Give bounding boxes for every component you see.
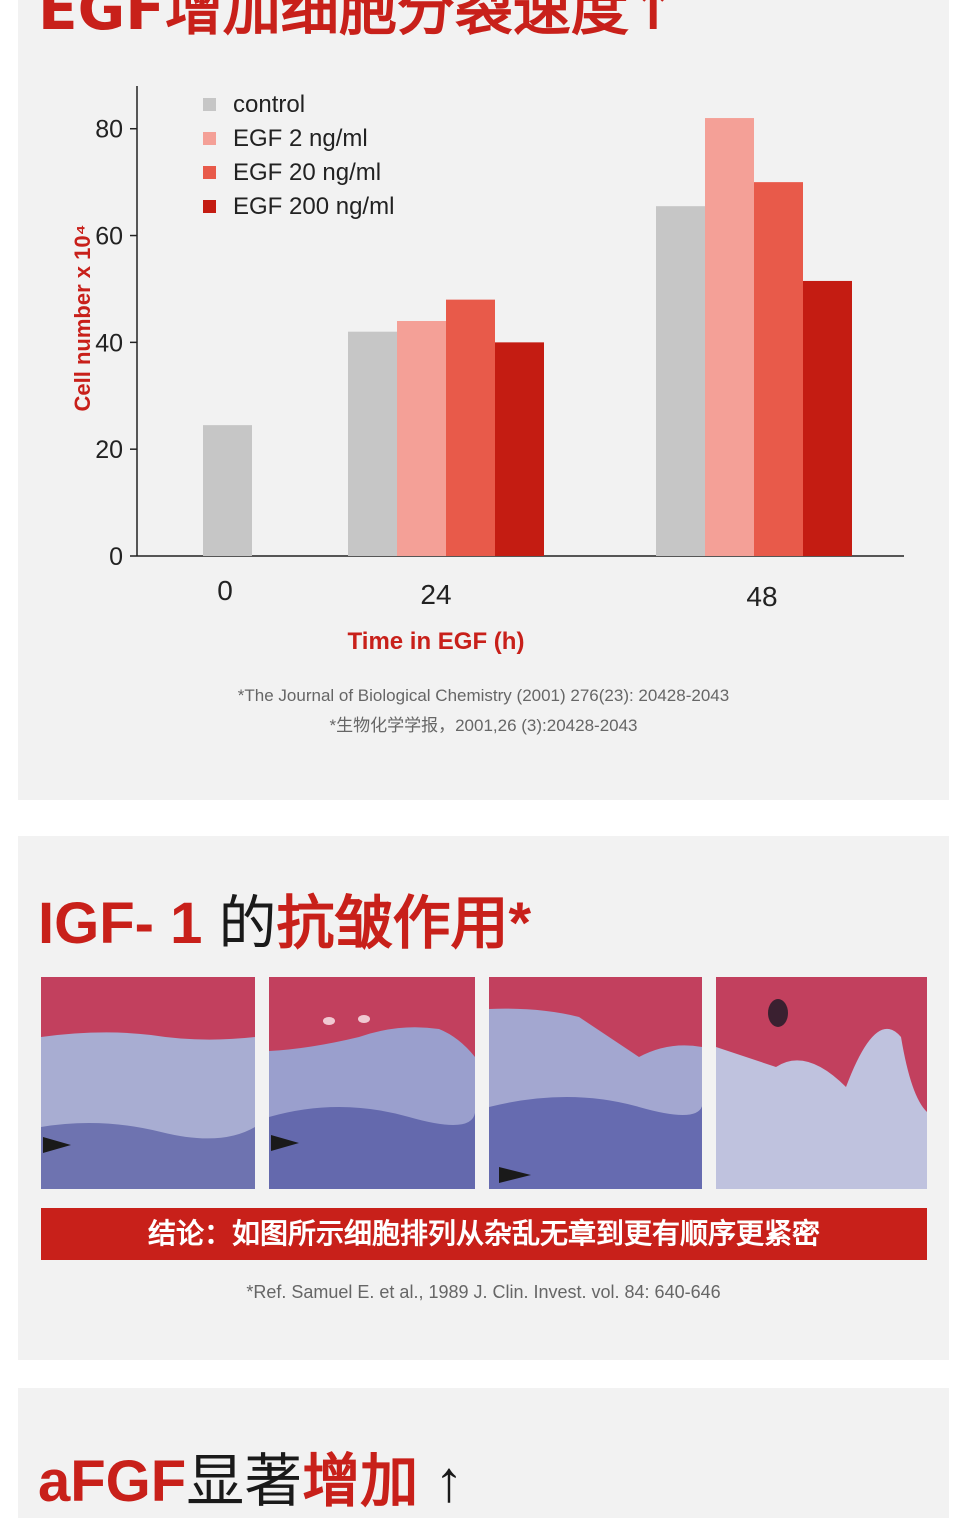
igf-title-part1: IGF- 1 xyxy=(38,891,203,956)
egf-chart-panel: EGF增加细胞分裂速度↑ 0 20 40 60 80 0 24 48 Time in EGF (… xyxy=(18,0,949,800)
y-axis-label: Cell number x 10⁴ xyxy=(70,225,95,412)
igf-panel: IGF- 1 的抗皱作用* xyxy=(18,836,949,1360)
x-tick-label: 0 xyxy=(217,575,233,606)
chart-legend: control EGF 2 ng/ml EGF 20 ng/ml EGF 200 ng… xyxy=(203,91,394,220)
igf-title-part3: 抗皱作用* xyxy=(276,891,532,956)
igf-section-title: IGF- 1 的抗皱作用* xyxy=(38,876,531,960)
conclusion-banner: 结论：如图所示细胞排列从杂乱无章到更有顺序更紧密 xyxy=(41,1208,927,1260)
bar xyxy=(397,321,446,556)
arrow-icon xyxy=(271,1135,299,1151)
bar xyxy=(348,331,397,556)
legend-label: EGF 200 ng/ml xyxy=(233,193,394,220)
bar xyxy=(803,280,852,556)
histology-image-2 xyxy=(269,977,475,1189)
y-tick-label: 20 xyxy=(95,436,123,464)
bar xyxy=(754,182,803,557)
legend-swatch xyxy=(203,200,216,213)
afgf-panel: aFGF显著增加 ↑ xyxy=(18,1388,949,1518)
arrow-icon xyxy=(499,1167,531,1183)
x-tick-label: 48 xyxy=(746,581,777,612)
y-tick-label: 40 xyxy=(95,329,123,357)
bar xyxy=(203,425,252,556)
y-tick-label: 60 xyxy=(95,223,123,251)
legend-label: EGF 2 ng/ml xyxy=(233,125,368,152)
x-axis-label: Time in EGF (h) xyxy=(348,628,525,655)
citation-line-1: *The Journal of Biological Chemistry (20… xyxy=(237,686,730,705)
citation-line-2: *生物化学学报，2001,26 (3):20428-2043 xyxy=(329,716,638,735)
egf-bar-chart: 0 20 40 60 80 0 24 48 Time in EGF (h) Cell number… xyxy=(70,86,904,655)
bar xyxy=(446,299,495,556)
bar xyxy=(495,342,544,556)
up-arrow-icon: ↑ xyxy=(434,1449,464,1514)
igf-reference: *Ref. Samuel E. et al., 1989 J. Clin. In… xyxy=(246,1282,721,1302)
bar xyxy=(656,206,705,556)
afgf-title-part3: 增加 xyxy=(302,1449,419,1514)
igf-title-part2: 的 xyxy=(218,891,277,956)
legend-swatch xyxy=(203,98,216,111)
egf-section-title: EGF增加细胞分裂速度↑ xyxy=(38,0,678,43)
y-tick-label: 0 xyxy=(109,543,123,571)
afgf-title-part1: aFGF xyxy=(38,1449,187,1514)
legend-swatch xyxy=(203,166,216,179)
legend-label: control xyxy=(233,91,305,118)
arrow-icon xyxy=(43,1137,71,1153)
chart-bars xyxy=(203,118,852,557)
bar xyxy=(705,118,754,556)
afgf-section-title: aFGF显著增加 ↑ xyxy=(38,1434,463,1518)
histology-image-4 xyxy=(716,977,927,1189)
x-tick-label: 24 xyxy=(420,579,451,610)
histology-image-1 xyxy=(41,977,255,1189)
afgf-title-part2: 显著 xyxy=(186,1449,303,1514)
legend-swatch xyxy=(203,132,216,145)
histology-image-3 xyxy=(489,977,702,1189)
legend-label: EGF 20 ng/ml xyxy=(233,159,381,186)
y-tick-label: 80 xyxy=(95,116,123,144)
